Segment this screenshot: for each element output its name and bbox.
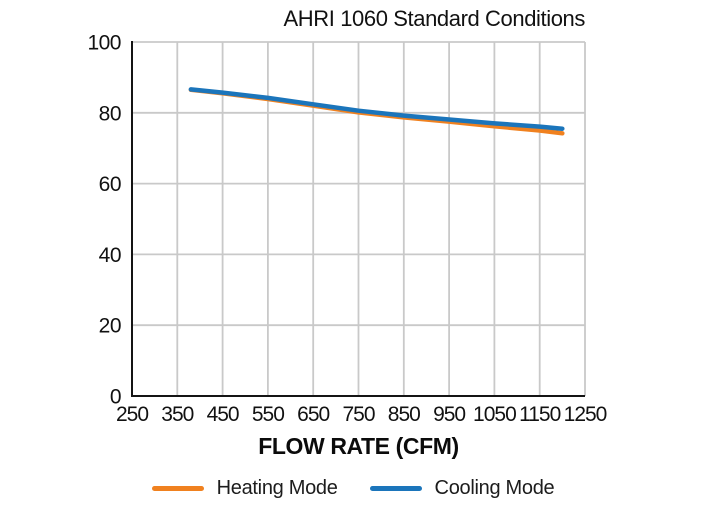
heating-line-icon [151,486,204,491]
y-tick-label: 40 [99,244,121,267]
x-tick-label: 1250 [564,403,607,426]
x-tick-label: 550 [252,403,284,426]
y-tick-label: 100 [87,32,121,55]
x-tick-label: 350 [161,403,193,426]
x-tick-label: 450 [207,403,239,426]
x-axis-title: FLOW RATE (CFM) [258,433,459,459]
legend-label-heating: Heating Mode [216,477,338,499]
y-tick-label: 0 [110,386,121,409]
chart-title: AHRI 1060 Standard Conditions [283,6,586,31]
cooling-line-icon [369,486,422,491]
x-tick-label: 850 [388,403,420,426]
x-tick-label: 1050 [473,403,516,426]
x-tick-label: 750 [342,403,374,426]
series-line-cooling-mode [188,87,565,131]
y-tick-label: 80 [99,102,121,125]
plot-svg: 250 350 450 550 650 750 850 950 1050 1150 1250 0 20 4… [87,32,607,427]
legend-item-heating: Heating Mode [151,477,338,500]
x-tick-label: 1150 [519,403,560,426]
y-tick-label: 60 [99,173,121,196]
legend-label-cooling: Cooling Mode [434,477,555,499]
x-tick-label: 650 [297,403,329,426]
x-tick-label: 250 [116,403,148,426]
x-tick-label: 950 [433,403,465,426]
legend-item-cooling: Cooling Mode [369,477,555,500]
y-tick-label: 20 [99,315,121,338]
legend: Heating Mode Cooling Mode [0,477,706,500]
